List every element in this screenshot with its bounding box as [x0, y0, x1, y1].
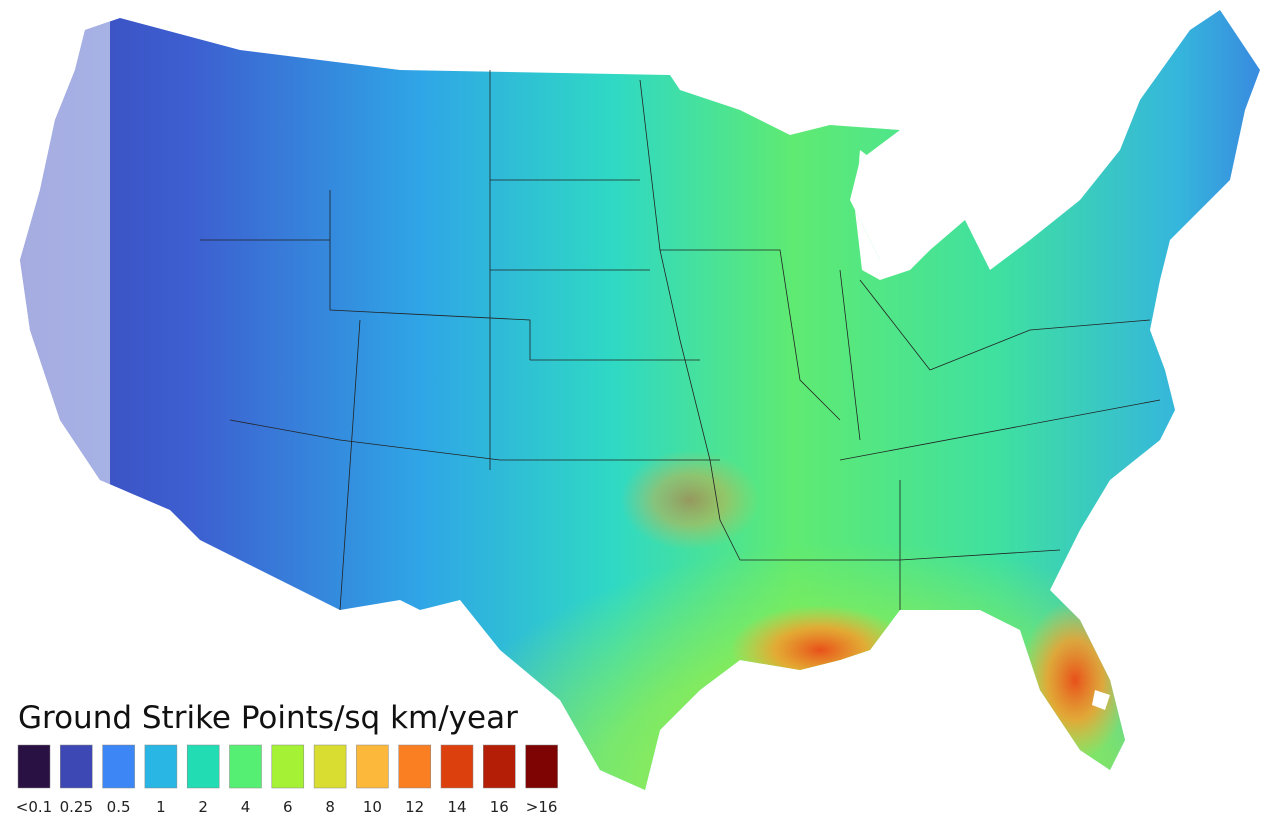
- legend-label: 12: [405, 798, 424, 816]
- legend-swatch: [17, 744, 51, 789]
- legend-swatch: [144, 744, 178, 789]
- legend-swatch: [60, 744, 93, 789]
- state-borders: [200, 70, 1161, 611]
- legend: <0.1 0.25 0.5 1 2 4 6 8 10 12 14 16 >16: [16, 744, 558, 816]
- legend-label: 8: [325, 798, 335, 816]
- legend-swatch: [356, 744, 389, 789]
- legend-swatch: [525, 744, 558, 789]
- legend-label: 4: [241, 798, 251, 816]
- legend-swatch: [102, 744, 135, 789]
- legend-label: 0.25: [60, 798, 93, 816]
- legend-swatch: [398, 744, 431, 789]
- legend-label: 10: [363, 798, 382, 816]
- legend-swatch: [271, 744, 305, 789]
- legend-swatch: [313, 744, 347, 789]
- legend-swatch: [229, 744, 262, 789]
- legend-label: <0.1: [16, 798, 52, 816]
- legend-label: >16: [526, 798, 558, 816]
- legend-label: 14: [447, 798, 466, 816]
- legend-title: Ground Strike Points/sq km/year: [18, 700, 518, 736]
- legend-label: 2: [198, 798, 208, 816]
- legend-label: 6: [283, 798, 293, 816]
- legend-swatch: [186, 744, 220, 789]
- legend-swatch: [483, 744, 516, 789]
- legend-swatch: [440, 744, 474, 789]
- legend-label: 0.5: [107, 798, 131, 816]
- legend-label: 1: [156, 798, 166, 816]
- legend-label: 16: [490, 798, 509, 816]
